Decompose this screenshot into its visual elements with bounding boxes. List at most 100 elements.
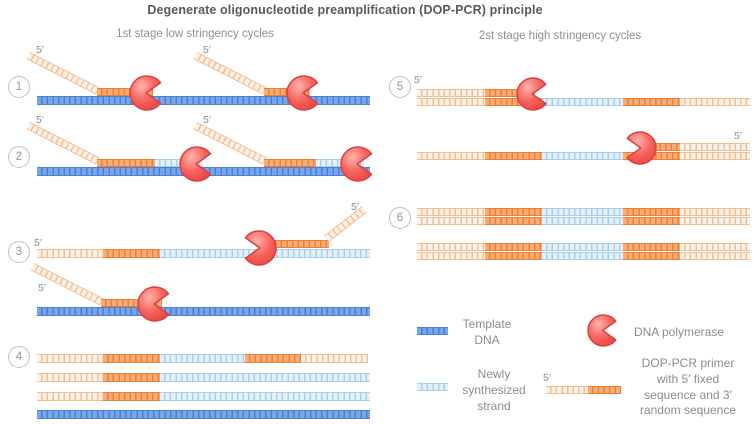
template-segment [37, 96, 370, 105]
product-strand [37, 392, 370, 401]
five-prime-label: 5′ [36, 44, 44, 56]
random-segment [623, 252, 680, 260]
duplex-strand [417, 217, 750, 225]
step-circle-4: 4 [8, 346, 30, 368]
five-prime-label: 5′ [734, 130, 742, 142]
fixed-segment [37, 354, 103, 363]
random-segment [101, 299, 162, 307]
fixed-segment [417, 243, 485, 251]
step-circle-5: 5 [389, 76, 411, 98]
random-segment [623, 208, 680, 216]
dna-polymerase-icon [586, 313, 617, 347]
primer-fixed-tail [193, 52, 267, 95]
random-segment [103, 249, 160, 258]
new-segment [316, 159, 364, 167]
fixed-segment [417, 89, 485, 97]
denatured-product-strand [37, 249, 370, 258]
fixed-segment [324, 206, 367, 242]
full-length-product [417, 98, 750, 106]
step-circle-3: 3 [8, 241, 30, 263]
fixed-segment [193, 52, 267, 95]
fixed-segment [37, 249, 103, 258]
random-segment [644, 143, 680, 151]
random-segment [485, 152, 542, 160]
step-circle-1: 1 [8, 76, 30, 98]
fixed-segment [417, 152, 485, 160]
random-segment [623, 98, 680, 106]
legend-new-strand-swatch [417, 383, 448, 391]
five-prime-label: 5′ [543, 372, 551, 384]
five-prime-label: 5′ [36, 114, 44, 126]
primer-fixed-tail [324, 206, 367, 242]
primer-annealed [271, 240, 329, 248]
random-segment [264, 159, 316, 167]
new-segment [542, 252, 623, 260]
five-prime-label: 5′ [351, 201, 359, 213]
figure-title: Degenerate oligonucleotide preamplificat… [147, 3, 543, 17]
legend-primer-swatch [546, 386, 621, 394]
legend-primer-label: DOP-PCR primer with 5′ fixed sequence an… [639, 356, 737, 418]
random-segment [245, 354, 301, 363]
five-prime-label: 5′ [203, 114, 211, 126]
fixed-segment [680, 243, 750, 251]
fixed-segment [417, 217, 485, 225]
fixed-segment [680, 208, 750, 216]
new-segment [542, 208, 623, 216]
random-segment [588, 386, 621, 394]
random-segment [485, 89, 535, 97]
new-segment [542, 243, 623, 251]
new-segment [542, 152, 623, 160]
fixed-segment [680, 98, 750, 106]
fixed-segment [301, 354, 368, 363]
step-circle-6: 6 [389, 207, 411, 229]
fixed-segment [546, 386, 588, 394]
extending-strand [264, 159, 364, 167]
dna-polymerase-icon [286, 75, 319, 111]
fixed-segment [26, 122, 100, 165]
five-prime-label: 5′ [203, 44, 211, 56]
legend-template-label: Template DNA [462, 317, 512, 347]
random-segment [103, 392, 160, 401]
dna-polymerase-icon [137, 286, 170, 322]
random-segment [103, 373, 160, 382]
random-segment [271, 240, 329, 248]
random-segment [485, 252, 542, 260]
primer-annealed [97, 88, 153, 96]
product-strand [37, 373, 370, 382]
random-segment [485, 217, 542, 225]
fixed-segment [37, 392, 103, 401]
primer-annealed [644, 143, 750, 151]
random-segment [103, 354, 160, 363]
fixed-segment [417, 98, 485, 106]
legend-polymerase-label: DNA polymerase [633, 325, 725, 339]
fixed-segment [680, 217, 750, 225]
legend-template-swatch [417, 327, 448, 335]
extending-strand [97, 159, 203, 167]
fixed-segment [680, 143, 750, 151]
fixed-segment [417, 252, 485, 260]
duplex-strand [417, 243, 750, 251]
duplex-strand [417, 252, 750, 260]
dna-polymerase-icon [129, 75, 162, 111]
dna-polymerase-icon [626, 131, 657, 165]
legend-new-strand-label: Newly synthesized strand [462, 367, 526, 413]
duplex-strand [417, 208, 750, 216]
template-segment [417, 327, 448, 335]
fixed-segment [26, 52, 100, 95]
new-segment [160, 373, 370, 382]
primer-annealed [417, 89, 535, 97]
stage1-header: 1st stage low stringency cycles [116, 28, 274, 40]
primer-annealed [101, 299, 162, 307]
dna-polymerase-icon [244, 230, 277, 266]
fixed-segment [680, 152, 750, 160]
template-dna [37, 307, 370, 316]
five-prime-label: 5′ [34, 237, 42, 249]
random-segment [623, 243, 680, 251]
new-segment [542, 217, 623, 225]
new-segment [417, 383, 448, 391]
dna-polymerase-icon [340, 146, 373, 182]
product-strand [37, 354, 368, 363]
five-prime-label: 5′ [38, 282, 46, 294]
dna-polymerase-icon [516, 77, 547, 111]
five-prime-label: 5′ [414, 74, 422, 86]
